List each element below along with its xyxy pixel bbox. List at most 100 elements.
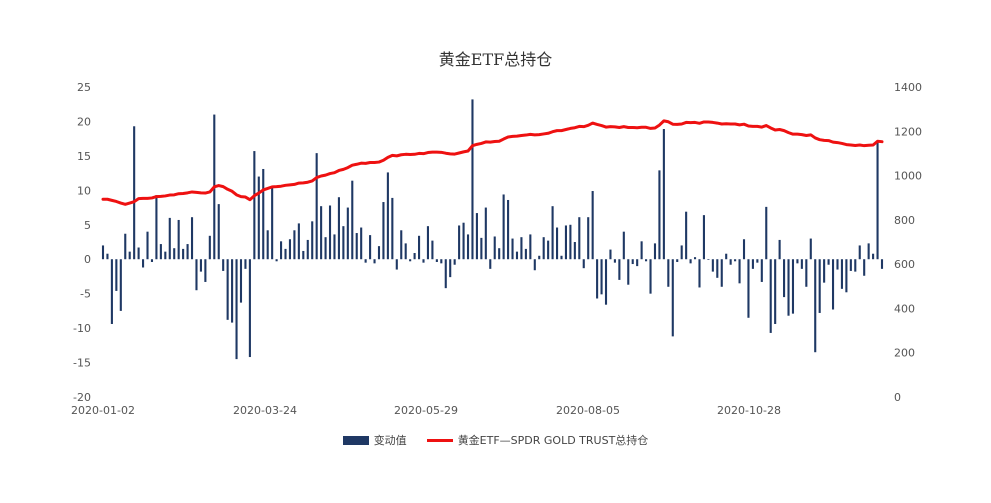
bar: [529, 234, 532, 260]
bar: [645, 259, 648, 262]
bar: [364, 259, 367, 263]
bar: [631, 259, 634, 265]
bar: [858, 245, 861, 260]
bar: [110, 259, 113, 324]
bar: [440, 259, 443, 264]
bar: [248, 259, 251, 358]
bar: [177, 219, 180, 260]
left-tick-label: -5: [80, 288, 91, 301]
bar: [613, 259, 616, 263]
bar: [591, 191, 594, 260]
bar: [164, 251, 167, 260]
left-tick-label: 0: [84, 253, 91, 266]
left-tick-label: 10: [77, 184, 91, 197]
bar: [346, 207, 349, 260]
bar: [876, 141, 879, 260]
bar: [342, 226, 345, 260]
bar: [640, 241, 643, 260]
left-tick-label: -20: [73, 391, 91, 404]
bar: [551, 206, 554, 260]
bar: [244, 259, 247, 269]
bar: [627, 259, 630, 285]
bar: [622, 231, 625, 260]
bar: [511, 238, 514, 260]
bar: [863, 259, 866, 276]
bar: [765, 206, 768, 260]
bar: [142, 259, 145, 268]
legend-item-bars[interactable]: 变动值: [342, 432, 407, 448]
x-axis-ticks: 2020-01-02 2020-03-24 2020-05-29 2020-08-05…: [71, 404, 781, 417]
bar: [556, 227, 559, 260]
bar: [604, 259, 608, 305]
bar: [404, 243, 407, 260]
bar: [867, 243, 870, 260]
bar: [676, 259, 679, 262]
bar: [538, 255, 541, 260]
bar: [849, 259, 852, 271]
bar: [533, 259, 536, 271]
bar: [507, 199, 510, 260]
bar: [431, 240, 434, 260]
legend: 变动值 黄金ETF—SPDR GOLD TRUST总持仓: [0, 432, 991, 448]
bar: [293, 230, 296, 260]
bar: [560, 255, 563, 260]
bar: [168, 217, 171, 260]
bar: [502, 194, 505, 260]
bar: [649, 259, 652, 294]
bar: [284, 248, 287, 260]
legend-item-line[interactable]: 黄金ETF—SPDR GOLD TRUST总持仓: [426, 432, 648, 448]
bar: [662, 129, 665, 260]
x-tick-label: 2020-10-28: [717, 404, 781, 417]
bar: [159, 244, 162, 260]
bar: [845, 259, 848, 293]
bar: [854, 259, 857, 272]
bar: [840, 259, 843, 289]
bar: [355, 233, 358, 260]
bar: [186, 244, 189, 260]
bar: [422, 259, 425, 263]
bar: [618, 259, 621, 280]
bar: [805, 259, 808, 287]
bar: [582, 259, 585, 269]
bar: [315, 153, 318, 260]
bar: [542, 237, 545, 260]
bar: [395, 259, 398, 270]
right-tick-label: 200: [894, 347, 915, 360]
left-tick-label: 15: [77, 150, 91, 163]
legend-label-bars: 变动值: [373, 434, 407, 447]
bar: [769, 259, 772, 333]
bar: [466, 234, 470, 260]
bar: [484, 207, 487, 260]
bar: [872, 253, 875, 260]
bar: [351, 180, 354, 260]
bar: [190, 217, 194, 260]
bar: [444, 259, 447, 289]
bar: [693, 257, 697, 260]
left-axis-ticks: 25 20 15 10 5 0 -5 -10 -15 -20: [73, 81, 91, 404]
bar: [685, 211, 688, 260]
chart-title: 黄金ETF总持仓: [438, 50, 553, 69]
bar: [711, 259, 714, 272]
bar: [716, 259, 719, 278]
bar: [480, 237, 483, 260]
bar: [734, 259, 737, 262]
bar: [333, 234, 336, 260]
bar: [515, 251, 519, 260]
bar: [747, 259, 750, 318]
bar: [418, 235, 421, 260]
bar: [150, 259, 154, 262]
bar: [689, 259, 692, 264]
bar: [320, 206, 323, 260]
left-tick-label: -15: [73, 357, 91, 370]
bar: [880, 259, 884, 269]
bar: [266, 230, 269, 260]
bar: [137, 247, 140, 260]
bar: [271, 186, 274, 260]
bar: [391, 197, 394, 260]
line-series: [101, 119, 884, 206]
bar: [306, 239, 309, 260]
bar: [702, 215, 705, 260]
bar: [449, 259, 452, 278]
left-tick-label: 5: [84, 219, 91, 232]
right-tick-label: 400: [894, 302, 915, 315]
